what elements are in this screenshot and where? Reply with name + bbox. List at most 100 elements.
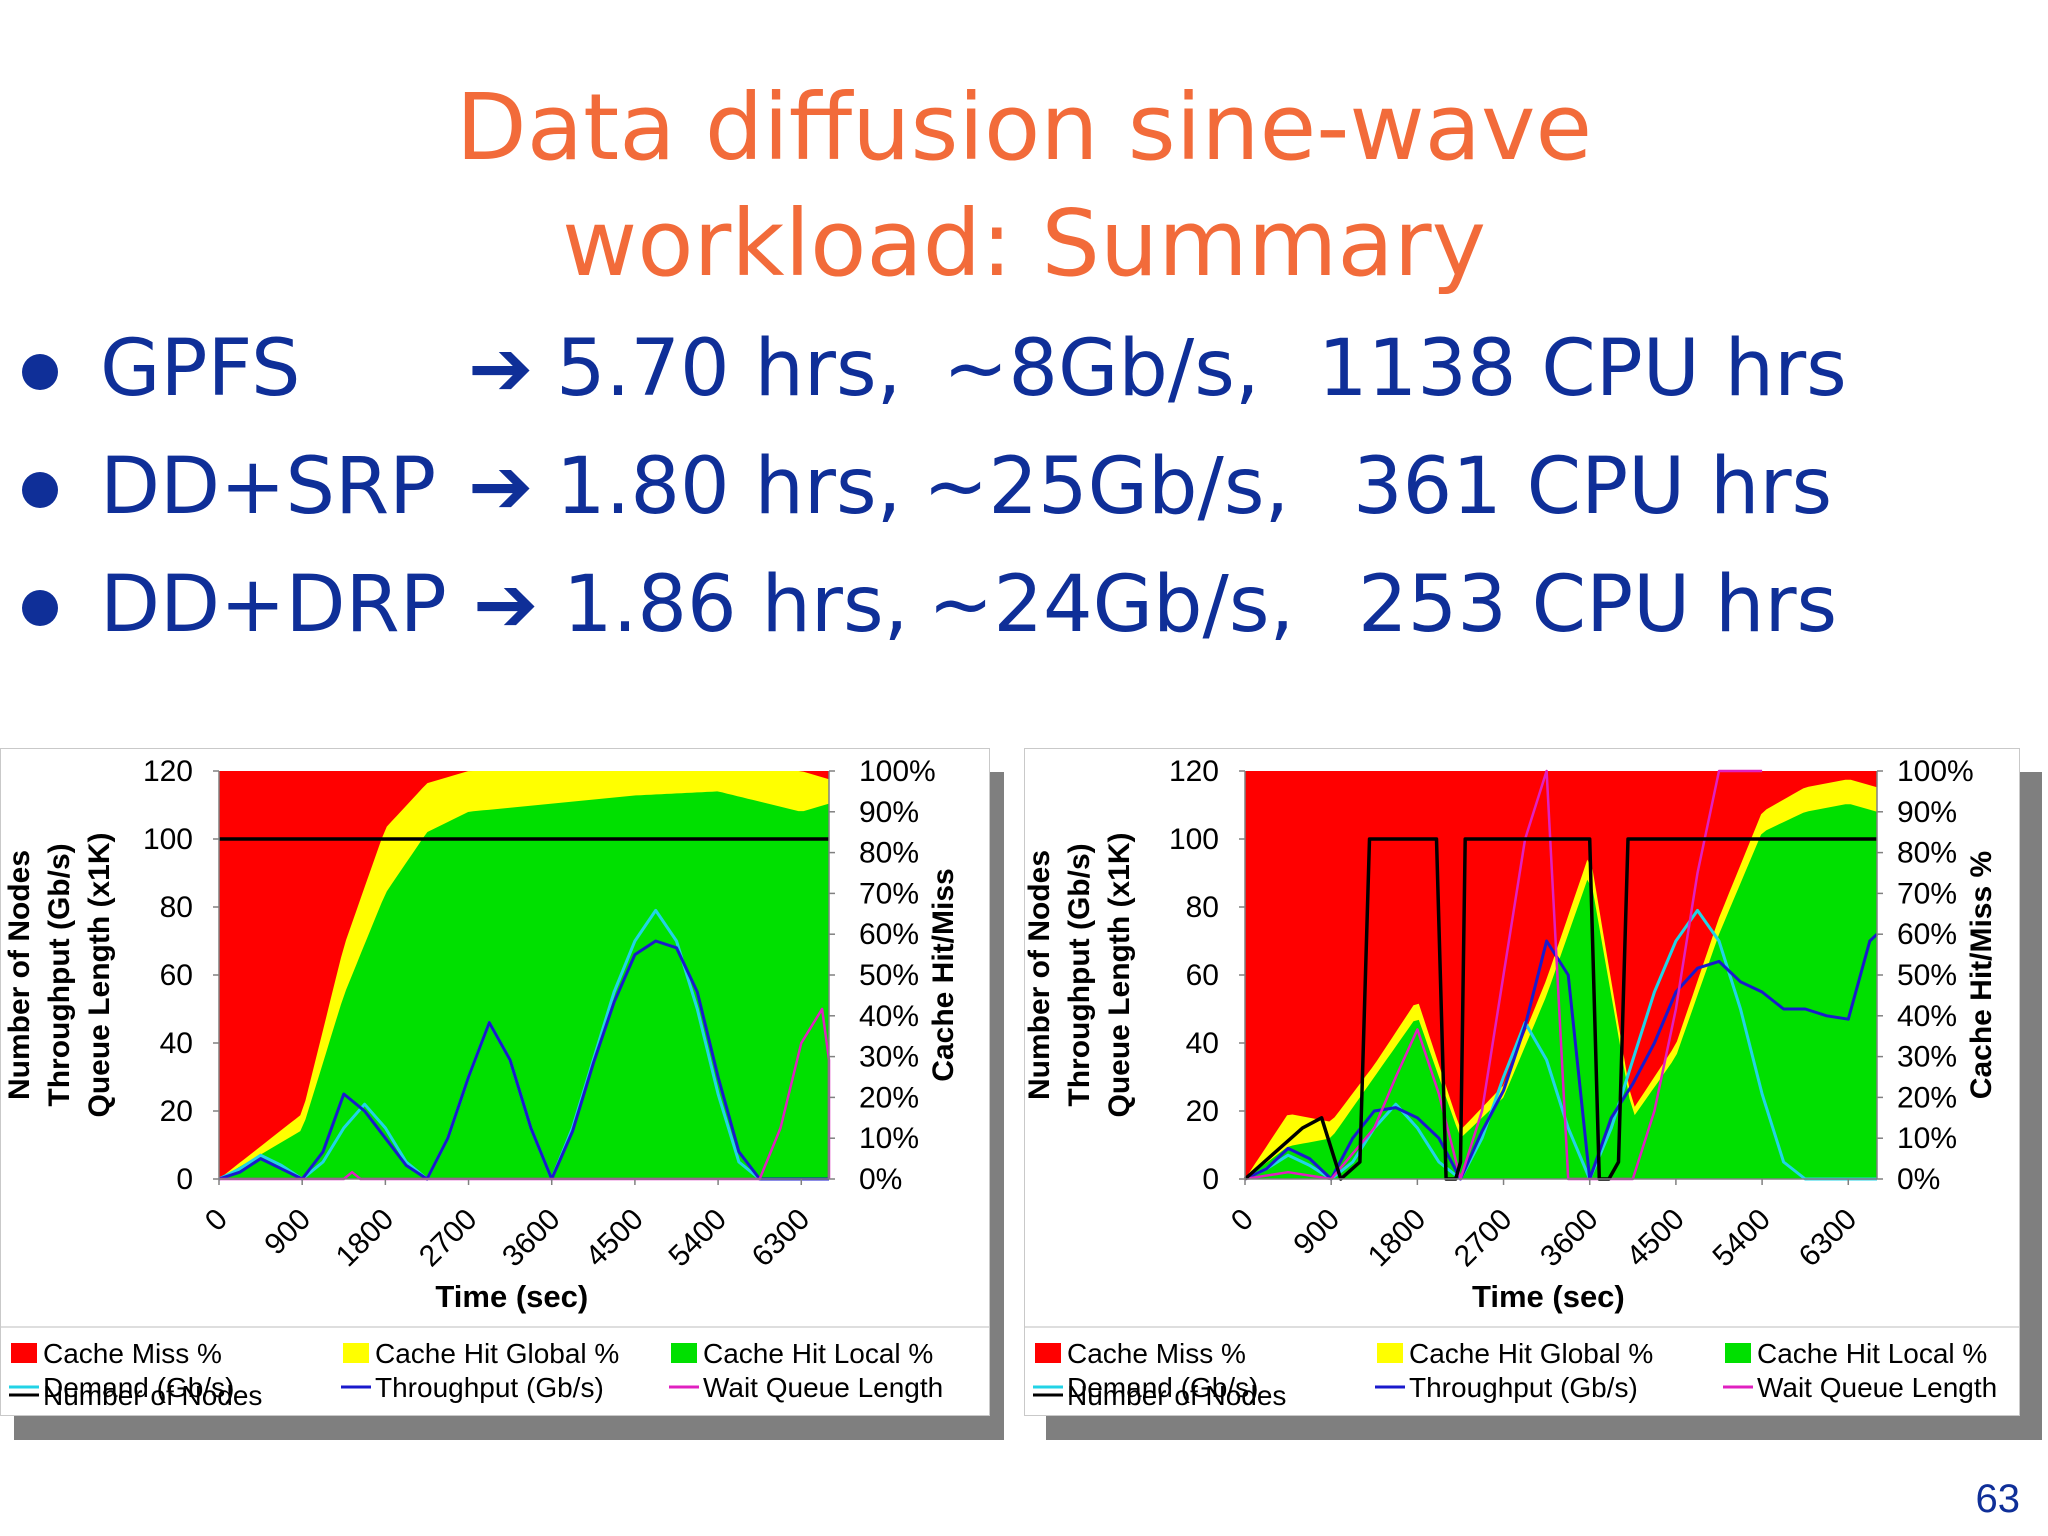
y-right-tick-label: 80% — [1897, 837, 1957, 870]
legend-label: Wait Queue Length — [703, 1372, 943, 1403]
y-left-axis-title: Queue Length (x1K) — [1103, 832, 1136, 1117]
y-right-tick-label: 60% — [859, 918, 919, 951]
page-number: 63 — [1975, 1477, 2021, 1521]
y-left-axis-title: Number of Nodes — [1025, 850, 1056, 1100]
x-tick-label: 3600 — [496, 1203, 567, 1274]
y-right-tick-label: 30% — [1897, 1041, 1957, 1074]
throughput-line — [1244, 933, 1879, 1181]
y-left-axis-title: Throughput (Gb/s) — [1063, 843, 1096, 1106]
x-tick-label: 2700 — [1448, 1203, 1519, 1274]
arrow-icon: ➔ — [473, 560, 539, 650]
bullet-throughput: ~24Gb/s, — [928, 560, 1295, 650]
y-left-tick-label: 40 — [160, 1027, 193, 1060]
y-right-tick-label: 100% — [859, 755, 936, 788]
x-tick-label: 4500 — [579, 1203, 650, 1274]
x-tick-label: 900 — [258, 1203, 317, 1262]
y-left-tick-label: 120 — [1169, 755, 1219, 788]
bullet-throughput: ~25Gb/s, — [923, 442, 1290, 532]
y-right-tick-label: 40% — [859, 1000, 919, 1033]
y-right-tick-label: 90% — [859, 796, 919, 829]
bullet-cpu: 361 CPU hrs — [1353, 442, 1833, 532]
legend-label: Cache Miss % — [1067, 1338, 1246, 1369]
legend-label: Cache Miss % — [43, 1338, 222, 1369]
chart-left-frame: 0 20 40 60 80 100 120 0% 10% 20% 30% 40% 50% 60% 70% 80… — [0, 748, 990, 1416]
legend-label: Throughput (Gb/s) — [1409, 1372, 1638, 1403]
bullet-dd-drp: DD+DRP ➔ 1.86 hrs, ~24Gb/s, 253 CPU hrs — [18, 546, 2018, 664]
x-tick-label: 6300 — [1793, 1203, 1864, 1274]
number-of-nodes-line — [1243, 837, 1877, 1181]
legend-label: Number of Nodes — [43, 1380, 262, 1411]
bullet-cpu: 253 CPU hrs — [1358, 560, 1838, 650]
x-tick-label: 5400 — [1707, 1203, 1778, 1274]
legend-swatch — [343, 1343, 369, 1363]
demand-line — [1244, 908, 1877, 1181]
bullet-label: DD+DRP — [100, 560, 447, 650]
y-left-tick-label: 40 — [1186, 1027, 1219, 1060]
y-right-tick-label: 20% — [1897, 1081, 1957, 1114]
y-left-tick-label: 100 — [143, 823, 193, 856]
legend-swatch — [11, 1343, 37, 1363]
x-tick-label: 4500 — [1620, 1203, 1691, 1274]
legend-swatch — [1725, 1343, 1751, 1363]
y-left-tick-label: 60 — [1186, 959, 1219, 992]
y-left-tick-label: 20 — [1186, 1095, 1219, 1128]
legend-swatch — [671, 1343, 697, 1363]
legend-label: Demand (Gb/s) — [43, 1372, 234, 1403]
bullet-label: DD+SRP — [100, 442, 437, 532]
y-left-tick-label: 80 — [1186, 891, 1219, 924]
bullet-dot-icon — [22, 472, 58, 508]
y-left-axis-title: Queue Length (x1K) — [83, 832, 116, 1117]
y-right-tick-label: 90% — [1897, 796, 1957, 829]
chart-left-wrap: 0 20 40 60 80 100 120 0% 10% 20% 30% 40% 50% 60% 70% 80… — [0, 748, 1010, 1448]
y-right-tick-label: 20% — [859, 1081, 919, 1114]
bullet-duration: 1.86 hrs, — [563, 560, 909, 650]
x-tick-label: 3600 — [1534, 1203, 1605, 1274]
y-left-axis-title: Number of Nodes — [3, 850, 36, 1100]
throughput-line — [218, 939, 829, 1181]
y-right-tick-label: 10% — [859, 1122, 919, 1155]
bullet-dot-icon — [22, 354, 58, 390]
legend-label: Cache Hit Local % — [703, 1338, 933, 1369]
bullet-dot-icon — [22, 590, 58, 626]
x-axis-title: Time (sec) — [1472, 1279, 1625, 1314]
chart-left: 0 20 40 60 80 100 120 0% 10% 20% 30% 40% 50% 60% 70% 80… — [1, 755, 989, 1411]
bullet-dd-srp: DD+SRP ➔ 1.80 hrs, ~25Gb/s, 361 CPU hrs — [18, 428, 2018, 546]
y-left-axis-title: Throughput (Gb/s) — [43, 843, 76, 1106]
legend-label: Throughput (Gb/s) — [375, 1372, 604, 1403]
y-left-tick-label: 20 — [160, 1095, 193, 1128]
wait-queue-line — [1244, 769, 1763, 1181]
y-right-tick-label: 70% — [859, 877, 919, 910]
title-line-1: Data diffusion sine-wave — [455, 74, 1593, 181]
y-left-tick-label: 60 — [160, 959, 193, 992]
y-right-tick-label: 100% — [1897, 755, 1974, 788]
legend-swatch — [1035, 1343, 1061, 1363]
y-right-tick-label: 80% — [859, 837, 919, 870]
legend-label: Cache Hit Global % — [1409, 1338, 1653, 1369]
slide-title: Data diffusion sine-wave workload: Summa… — [0, 70, 2048, 302]
y-left-tick-label: 0 — [1202, 1163, 1219, 1196]
x-tick-label: 5400 — [663, 1203, 734, 1274]
x-axis-title: Time (sec) — [435, 1279, 588, 1314]
y-right-tick-label: 40% — [1897, 1000, 1957, 1033]
cache-hit-local-area — [1245, 804, 1877, 1179]
legend-label: Cache Hit Global % — [375, 1338, 619, 1369]
y-right-tick-label: 0% — [1897, 1163, 1940, 1196]
x-tick-label: 1800 — [330, 1203, 401, 1274]
y-right-tick-label: 0% — [859, 1163, 902, 1196]
x-tick-label: 0 — [1225, 1203, 1260, 1238]
x-tick-label: 6300 — [746, 1203, 817, 1274]
x-tick-label: 2700 — [413, 1203, 484, 1274]
y-left-tick-label: 0 — [176, 1163, 193, 1196]
x-tick-label: 1800 — [1362, 1203, 1433, 1274]
arrow-icon: ➔ — [468, 324, 534, 414]
legend-label: Demand (Gb/s) — [1067, 1372, 1258, 1403]
bullet-duration: 5.70 hrs, — [556, 324, 902, 414]
y-right-tick-label: 60% — [1897, 918, 1957, 951]
cache-hit-local-area — [219, 791, 829, 1179]
title-line-2: workload: Summary — [561, 190, 1487, 297]
y-right-axis-title: Cache Hit/Miss — [927, 868, 960, 1081]
arrow-icon: ➔ — [468, 442, 534, 532]
y-right-tick-label: 30% — [859, 1041, 919, 1074]
x-tick-label: 900 — [1287, 1203, 1346, 1262]
chart-right-wrap: 0 20 40 60 80 100 120 0% 10% 20% 30% 40% 50% 60% 70% 80… — [1023, 748, 2048, 1448]
